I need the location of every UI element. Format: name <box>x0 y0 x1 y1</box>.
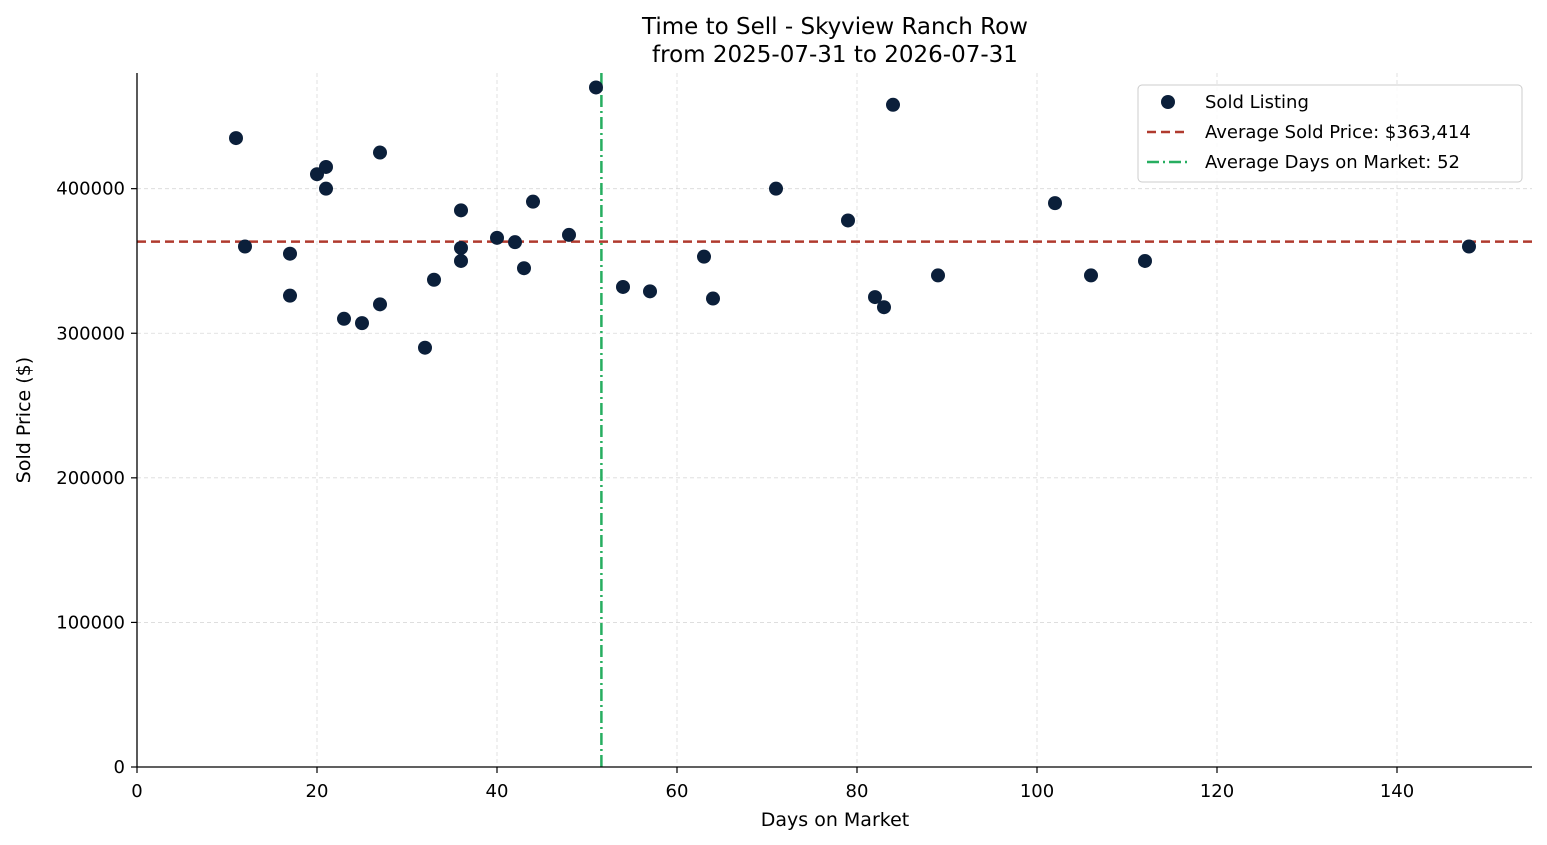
data-point <box>1462 239 1476 254</box>
data-point <box>1138 253 1152 268</box>
data-point <box>643 284 657 299</box>
data-point <box>706 291 720 306</box>
legend-marker-sold-listing <box>1161 95 1175 109</box>
reference-lines <box>137 73 1532 767</box>
x-axis-label: Days on Market <box>761 809 909 831</box>
legend-label-sold-listing: Sold Listing <box>1205 92 1309 113</box>
x-tick-label: 120 <box>1200 781 1234 802</box>
data-point <box>1084 268 1098 283</box>
data-point <box>616 279 630 294</box>
data-point <box>373 145 387 160</box>
data-point <box>229 131 243 146</box>
data-point <box>373 297 387 312</box>
data-point <box>517 261 531 276</box>
data-point <box>697 249 711 264</box>
legend-box <box>1137 84 1523 183</box>
x-tick-label: 20 <box>306 781 329 802</box>
y-tick-label: 400000 <box>56 179 125 200</box>
y-tick-label: 300000 <box>56 323 125 344</box>
chart-title-line-2: from 2025-07-31 to 2026-07-31 <box>652 42 1018 68</box>
y-tick-label: 100000 <box>56 612 125 633</box>
grid-lines <box>137 73 1532 767</box>
data-point <box>454 240 468 255</box>
y-axis-label: Sold Price ($) <box>13 357 35 483</box>
x-tick-label: 60 <box>666 781 689 802</box>
x-tick-label: 100 <box>1020 781 1054 802</box>
data-point <box>841 213 855 228</box>
data-points <box>229 80 1476 355</box>
data-point <box>427 272 441 287</box>
data-point <box>526 194 540 209</box>
x-tick-label: 80 <box>846 781 869 802</box>
data-point <box>877 300 891 315</box>
data-point <box>454 253 468 268</box>
data-point <box>562 227 576 242</box>
data-point <box>589 80 603 95</box>
data-point <box>931 268 945 283</box>
x-ticks: 0 20 40 60 80 100 120 140 <box>131 767 1414 802</box>
legend-label-average-price: Average Sold Price: $363,414 <box>1205 122 1471 143</box>
y-tick-label: 0 <box>114 757 125 778</box>
x-tick-label: 40 <box>486 781 509 802</box>
legend: Sold Listing Average Sold Price: $363,41… <box>1137 84 1523 183</box>
y-tick-label: 200000 <box>56 468 125 489</box>
data-point <box>418 340 432 355</box>
data-point <box>454 203 468 218</box>
y-ticks: 0 100000 200000 300000 400000 <box>56 179 137 778</box>
data-point <box>319 159 333 174</box>
data-point <box>283 246 297 261</box>
x-tick-label: 140 <box>1380 781 1414 802</box>
data-point <box>886 97 900 112</box>
data-point <box>283 288 297 303</box>
data-point <box>1048 196 1062 211</box>
data-point <box>508 235 522 250</box>
chart-title-line-1: Time to Sell - Skyview Ranch Row <box>641 14 1028 40</box>
x-tick-label: 0 <box>131 781 142 802</box>
data-point <box>355 316 369 331</box>
data-point <box>337 311 351 326</box>
data-point <box>490 230 504 245</box>
data-point <box>319 181 333 196</box>
data-point <box>238 239 252 254</box>
legend-label-average-days: Average Days on Market: 52 <box>1205 152 1460 173</box>
data-point <box>868 290 882 305</box>
data-point <box>769 181 783 196</box>
